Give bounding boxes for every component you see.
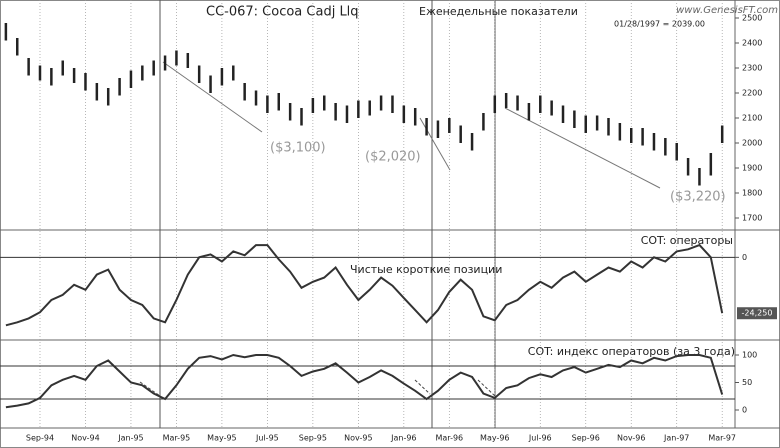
x-tick-label: May-96	[480, 434, 509, 443]
panel-subtitle: Чистые короткие позиции	[350, 263, 502, 276]
x-tick-label: Jul-96	[528, 434, 552, 443]
trend-line	[504, 107, 661, 189]
x-tick-label: Mar-96	[435, 434, 463, 443]
y-tick-label: 2300	[742, 64, 762, 73]
value-label: -24,250	[742, 309, 773, 318]
y-tick-label: 1700	[742, 214, 762, 223]
annotation: ($3,220)	[670, 190, 726, 205]
trend-line	[419, 117, 451, 171]
trend-line	[162, 61, 263, 133]
x-tick-label: Mar-95	[163, 434, 191, 443]
x-tick-label: Jan-95	[117, 434, 143, 443]
x-tick-label: Sep-95	[299, 434, 327, 443]
x-tick-label: Nov-94	[71, 434, 99, 443]
series-line	[5, 353, 724, 409]
chart-title: CC-067: Cocoa Cadj Llq	[206, 5, 359, 20]
date-label: 01/28/1997 = 2039.00	[614, 20, 705, 29]
y-tick-label: 2200	[742, 89, 762, 98]
x-tick-label: Mar-97	[708, 434, 736, 443]
y-tick-label: 1800	[742, 189, 762, 198]
y-tick-label: 2500	[742, 14, 762, 23]
annotation: ($3,100)	[270, 141, 326, 156]
y-tick-label: 2400	[742, 39, 762, 48]
x-tick-label: May-95	[207, 434, 236, 443]
x-tick-label: Jan-97	[663, 434, 689, 443]
value-label-box	[737, 307, 777, 320]
x-tick-label: Sep-94	[26, 434, 54, 443]
y-tick-label: 0	[742, 253, 747, 262]
chart-subtitle: Еженедельные показатели	[419, 5, 578, 18]
x-tick-label: Sep-96	[572, 434, 600, 443]
arrow	[139, 381, 161, 397]
x-tick-label: Jul-95	[255, 434, 279, 443]
x-tick-label: Nov-96	[617, 434, 645, 443]
y-tick-label: 0	[742, 406, 747, 415]
series-line	[5, 243, 724, 327]
x-tick-label: Jan-96	[390, 434, 416, 443]
y-tick-label: 50	[742, 378, 752, 387]
arrow	[477, 379, 496, 397]
y-tick-label: 100	[742, 351, 757, 360]
source: www.GenesisFT.com	[676, 5, 778, 16]
annotation: ($2,020)	[365, 150, 421, 165]
y-tick-label: 1900	[742, 164, 762, 173]
x-tick-label: Nov-95	[344, 434, 372, 443]
arrow	[414, 379, 431, 395]
y-tick-label: 2000	[742, 139, 762, 148]
y-tick-label: 2100	[742, 114, 762, 123]
panel-label: COT: операторы	[641, 234, 733, 247]
